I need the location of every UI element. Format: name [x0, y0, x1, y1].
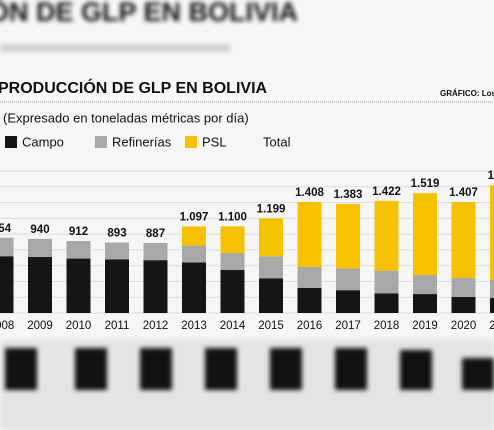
legend-label: Refinerías	[112, 134, 172, 149]
total-label: 1.408	[295, 187, 324, 199]
blurred-bar	[5, 348, 37, 390]
blurred-footer	[0, 340, 494, 430]
bar-segment	[413, 193, 437, 276]
total-label: 1.383	[334, 189, 363, 201]
legend-swatch	[185, 136, 197, 148]
bar-segment	[374, 270, 399, 294]
bar-segment	[490, 279, 494, 299]
bar-segment	[451, 202, 476, 279]
x-tick-label: 2020	[451, 320, 477, 332]
bar-segment	[66, 241, 91, 259]
total-label: 1.100	[218, 211, 247, 223]
x-tick-label: 2018	[374, 320, 400, 332]
blurred-title: ÓN DE GLP EN BOLIVIA	[0, 0, 298, 27]
blurred-bar	[205, 348, 237, 390]
blurred-bar	[335, 348, 367, 390]
total-label: 1.097	[180, 211, 209, 223]
blurred-bar	[75, 348, 107, 390]
bar-segment	[451, 278, 476, 297]
bar-segment	[297, 287, 322, 313]
legend-label: PSL	[202, 134, 227, 149]
bar-segment	[182, 226, 206, 246]
bar-segment	[259, 256, 283, 279]
x-tick-label: 2015	[258, 320, 284, 332]
x-tick-label: 2016	[297, 320, 323, 332]
bar-segment	[0, 237, 14, 257]
bar-segment	[374, 200, 399, 271]
bar-segment	[220, 226, 245, 254]
bar-segment	[28, 238, 52, 257]
bar-segment	[374, 293, 399, 313]
total-label: 954	[0, 223, 12, 235]
bar-segment	[105, 242, 129, 260]
legend-swatch	[95, 136, 107, 148]
chart-title: PRODUCCIÓN DE GLP EN BOLIVIA	[0, 78, 268, 97]
bar-segment	[413, 294, 437, 313]
x-tick-label: 2010	[66, 320, 92, 332]
bar-segment	[182, 245, 206, 263]
total-label: 1.422	[372, 186, 401, 198]
blurred-bar	[140, 348, 172, 390]
x-tick-label: 2014	[220, 320, 246, 332]
bar-segment	[297, 201, 322, 268]
credit: GRÁFICO: Los	[440, 89, 494, 98]
bar-segment	[182, 262, 206, 313]
legend: Campo Refinerías PSL Total	[5, 134, 291, 149]
total-label: 1.519	[411, 178, 440, 190]
bar-segment	[105, 259, 129, 313]
total-label: 1.199	[257, 203, 286, 215]
legend-label: Campo	[22, 134, 64, 149]
total-label: 940	[30, 224, 49, 236]
bar-segment	[490, 298, 494, 313]
bar-segment	[336, 203, 360, 269]
blurred-bar	[400, 350, 432, 390]
x-tick-label: 2011	[105, 320, 130, 332]
bar-segment	[297, 267, 322, 288]
legend-swatch	[5, 136, 17, 148]
total-label: 887	[146, 228, 165, 240]
bar-segment	[220, 270, 245, 313]
bar-segment	[143, 243, 168, 261]
x-tick-label: 2012	[143, 320, 169, 332]
bar-segment	[28, 256, 52, 313]
subtitle: (Expresado en toneladas métricas por día…	[3, 110, 249, 125]
bar-segment	[0, 256, 14, 313]
bar-segment	[490, 185, 494, 280]
x-tick-label: 2009	[27, 320, 53, 332]
x-tick-label: 2008	[0, 320, 14, 332]
x-tick-label: 2021	[489, 320, 494, 332]
bar-segment	[336, 290, 360, 313]
blurred-line	[0, 44, 230, 52]
bar-segment	[259, 218, 283, 257]
bar-segment	[336, 268, 360, 291]
total-label: 912	[69, 226, 88, 238]
total-label: 1.620	[488, 170, 494, 182]
bar-segment	[220, 253, 245, 271]
blurred-header: ÓN DE GLP EN BOLIVIA	[0, 0, 298, 52]
x-tick-label: 2013	[181, 320, 207, 332]
bar-segment	[413, 275, 437, 295]
bar-segment	[451, 296, 476, 313]
blurred-bar	[270, 348, 302, 390]
blurred-bar	[462, 358, 494, 390]
bar-segment	[66, 258, 91, 313]
bar-segment	[259, 278, 283, 313]
total-label: 1.407	[449, 187, 478, 199]
bar-segment	[143, 260, 168, 313]
legend-label: Total	[263, 134, 291, 149]
plot: 954 2008 940 2009 912 2010 893 2011 887 2012 1.097…	[0, 170, 494, 332]
x-tick-label: 2019	[412, 320, 438, 332]
total-label: 893	[107, 228, 126, 240]
x-tick-label: 2017	[335, 320, 361, 332]
